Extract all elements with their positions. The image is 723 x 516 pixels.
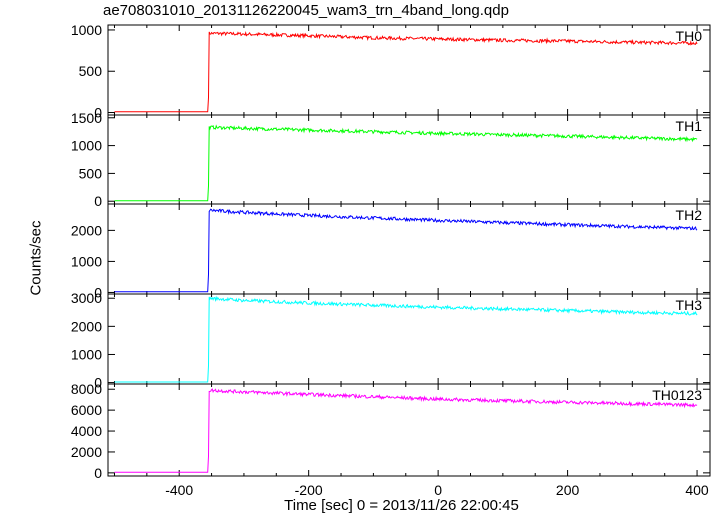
series-line-th3: [114, 295, 698, 383]
y-tick-label: 3000: [71, 290, 102, 306]
y-tick-label: 1000: [71, 138, 102, 154]
y-tick-label: 0: [94, 105, 102, 121]
y-tick-label: 1000: [71, 253, 102, 269]
x-tick-label: -200: [295, 482, 323, 498]
x-tick-label: 200: [556, 482, 580, 498]
y-tick-label: 4000: [71, 423, 102, 439]
series-line-th0123: [114, 388, 698, 473]
y-tick-label: 0: [94, 465, 102, 481]
y-tick-label: 1500: [71, 110, 102, 126]
panel-frame-th0123: [107, 383, 711, 477]
x-axis-label-text: Time [sec] 0 = 2013/11/26 22:00:45: [284, 497, 519, 514]
y-tick-label: 8000: [71, 381, 102, 397]
x-tick-label: -400: [165, 482, 193, 498]
y-tick-label: 0: [94, 193, 102, 209]
panel-frame-th2: [107, 203, 711, 295]
x-tick-label: 0: [434, 482, 442, 498]
panel-label-th0: TH0: [676, 28, 703, 44]
panel-label-th1: TH1: [676, 118, 703, 134]
chart-title: ae708031010_20131126220045_wam3_trn_4ban…: [103, 2, 509, 19]
series-line-th1: [114, 124, 698, 202]
x-axis-label: Time [sec] 0 = 2013/11/26 22:00:45: [0, 497, 723, 514]
panel-label-th0123: TH0123: [652, 387, 702, 403]
y-tick-label: 6000: [71, 402, 102, 418]
series-line-th0: [114, 31, 698, 113]
y-tick-label: 0: [94, 375, 102, 391]
series-line-th2: [114, 208, 698, 293]
panel-label-th2: TH2: [676, 207, 703, 223]
y-tick-label: 2000: [71, 444, 102, 460]
panel-frame-th1: [107, 114, 711, 205]
y-tick-label: 0: [94, 284, 102, 300]
y-tick-label: 500: [79, 63, 103, 79]
x-tick-label: 400: [685, 482, 709, 498]
y-tick-label: 2000: [71, 222, 102, 238]
panel-label-th3: TH3: [676, 297, 703, 313]
y-tick-label: 500: [79, 165, 103, 181]
panel-frame-th3: [107, 293, 711, 385]
y-axis-label: Counts/sec: [27, 220, 45, 296]
y-tick-label: 2000: [71, 318, 102, 334]
y-tick-label: 1000: [71, 22, 102, 38]
y-tick-label: 1000: [71, 346, 102, 362]
